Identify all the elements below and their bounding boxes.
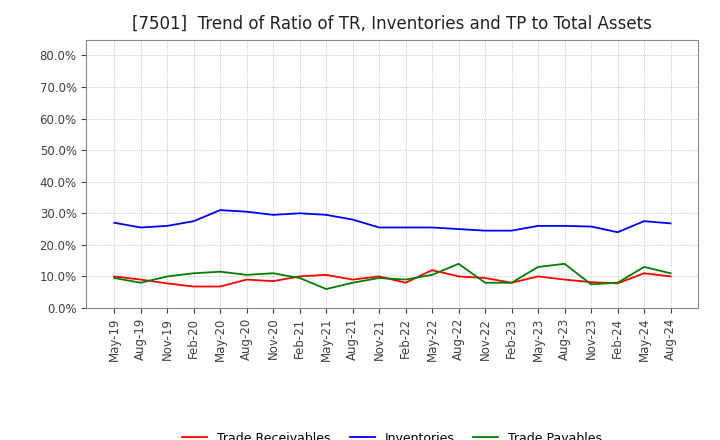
Inventories: [322, 212, 330, 217]
Trade Receivables: [110, 274, 119, 279]
Trade Payables: [587, 282, 595, 287]
Trade Payables: [243, 272, 251, 278]
Trade Payables: [295, 275, 304, 281]
Trade Payables: [136, 280, 145, 286]
Trade Payables: [348, 280, 357, 286]
Trade Payables: [428, 272, 436, 278]
Inventories: [508, 228, 516, 233]
Inventories: [269, 212, 277, 217]
Trade Payables: [666, 271, 675, 276]
Inventories: [428, 225, 436, 230]
Trade Receivables: [666, 274, 675, 279]
Trade Receivables: [454, 274, 463, 279]
Trade Receivables: [189, 284, 198, 289]
Trade Receivables: [136, 277, 145, 282]
Inventories: [216, 208, 225, 213]
Inventories: [189, 219, 198, 224]
Inventories: [481, 228, 490, 233]
Inventories: [560, 223, 569, 228]
Inventories: [454, 227, 463, 232]
Inventories: [243, 209, 251, 214]
Trade Payables: [534, 264, 542, 270]
Line: Inventories: Inventories: [114, 210, 670, 232]
Trade Receivables: [295, 274, 304, 279]
Trade Receivables: [428, 268, 436, 273]
Trade Payables: [560, 261, 569, 267]
Trade Payables: [375, 275, 384, 281]
Trade Payables: [640, 264, 649, 270]
Trade Payables: [481, 280, 490, 286]
Inventories: [401, 225, 410, 230]
Trade Receivables: [560, 277, 569, 282]
Inventories: [534, 223, 542, 228]
Inventories: [375, 225, 384, 230]
Inventories: [666, 221, 675, 226]
Trade Payables: [401, 277, 410, 282]
Trade Receivables: [348, 277, 357, 282]
Trade Payables: [322, 286, 330, 292]
Trade Receivables: [508, 280, 516, 286]
Trade Receivables: [481, 275, 490, 281]
Title: [7501]  Trend of Ratio of TR, Inventories and TP to Total Assets: [7501] Trend of Ratio of TR, Inventories…: [132, 15, 652, 33]
Trade Receivables: [269, 279, 277, 284]
Line: Trade Receivables: Trade Receivables: [114, 270, 670, 286]
Inventories: [587, 224, 595, 229]
Trade Receivables: [216, 284, 225, 289]
Trade Receivables: [401, 280, 410, 286]
Trade Receivables: [243, 277, 251, 282]
Inventories: [348, 217, 357, 222]
Trade Payables: [613, 280, 622, 286]
Trade Receivables: [613, 281, 622, 286]
Trade Payables: [110, 275, 119, 281]
Inventories: [110, 220, 119, 225]
Trade Payables: [189, 271, 198, 276]
Inventories: [613, 230, 622, 235]
Trade Receivables: [587, 279, 595, 285]
Trade Payables: [454, 261, 463, 267]
Trade Payables: [163, 274, 171, 279]
Trade Payables: [508, 280, 516, 286]
Legend: Trade Receivables, Inventories, Trade Payables: Trade Receivables, Inventories, Trade Pa…: [177, 427, 608, 440]
Trade Receivables: [375, 274, 384, 279]
Trade Payables: [269, 271, 277, 276]
Trade Receivables: [163, 281, 171, 286]
Inventories: [136, 225, 145, 230]
Inventories: [295, 211, 304, 216]
Trade Receivables: [322, 272, 330, 278]
Line: Trade Payables: Trade Payables: [114, 264, 670, 289]
Inventories: [640, 219, 649, 224]
Trade Receivables: [640, 271, 649, 276]
Trade Payables: [216, 269, 225, 274]
Inventories: [163, 223, 171, 228]
Trade Receivables: [534, 274, 542, 279]
